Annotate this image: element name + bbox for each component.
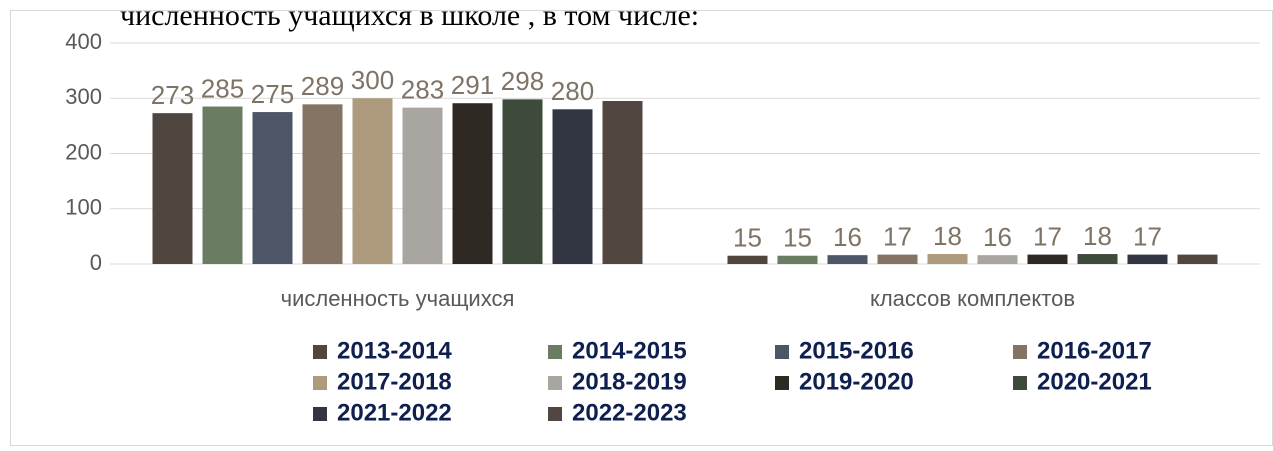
bar [977, 255, 1018, 264]
y-tick-label: 200 [65, 139, 102, 164]
data-label: 298 [501, 66, 544, 96]
data-label: 300 [351, 65, 394, 95]
bar [927, 254, 968, 264]
bar [1027, 254, 1068, 264]
bar [402, 107, 443, 264]
bar [552, 109, 593, 264]
bar [202, 106, 243, 264]
legend-label: 2022-2023 [572, 399, 687, 426]
data-label: 285 [201, 73, 244, 103]
data-label: 283 [401, 75, 444, 105]
bar [727, 255, 768, 264]
data-label: 17 [1133, 221, 1162, 251]
data-label: 273 [151, 80, 194, 110]
y-tick-label: 0 [90, 250, 102, 275]
legend-label: 2013-2014 [337, 337, 452, 364]
legend-label: 2014-2015 [572, 337, 687, 364]
data-label: 16 [983, 222, 1012, 252]
x-tick-label: численность учащихся [281, 286, 515, 311]
legend-label: 2018-2019 [572, 368, 687, 395]
data-label: 289 [301, 71, 344, 101]
bar [827, 255, 868, 264]
y-tick-label: 300 [65, 84, 102, 109]
y-tick-label: 100 [65, 195, 102, 220]
bar [452, 103, 493, 264]
bar [502, 99, 543, 264]
data-label: 16 [833, 222, 862, 252]
legend-swatch [313, 407, 327, 421]
legend-label: 2019-2020 [799, 368, 914, 395]
legend-label: 2016-2017 [1037, 337, 1152, 364]
legend-swatch [1013, 376, 1027, 390]
bar [252, 112, 293, 264]
data-label: 280 [551, 76, 594, 106]
legend-swatch [548, 407, 562, 421]
data-label: 17 [883, 221, 912, 251]
data-label: 17 [1033, 221, 1062, 251]
bar [877, 254, 918, 264]
legend-label: 2015-2016 [799, 337, 914, 364]
legend-label: 2020-2021 [1037, 368, 1152, 395]
data-label: 15 [733, 223, 762, 253]
bar [1177, 254, 1218, 264]
data-label: 291 [451, 70, 494, 100]
legend-swatch [775, 345, 789, 359]
data-label: 18 [933, 221, 962, 251]
bar [1077, 254, 1118, 264]
bar [1127, 254, 1168, 264]
legend-swatch [548, 345, 562, 359]
bar [602, 101, 643, 264]
data-label: 18 [1083, 221, 1112, 251]
heading: численность учащихся в школе , в том чис… [120, 0, 699, 32]
legend-swatch [775, 376, 789, 390]
legend-swatch [1013, 345, 1027, 359]
data-label: 275 [251, 79, 294, 109]
y-tick-label: 400 [65, 29, 102, 54]
legend-swatch [548, 376, 562, 390]
bar [777, 255, 818, 264]
bar [152, 113, 193, 264]
x-tick-label: классов комплектов [870, 286, 1075, 311]
legend-swatch [313, 345, 327, 359]
legend-label: 2017-2018 [337, 368, 452, 395]
data-label: 15 [783, 223, 812, 253]
bar [302, 104, 343, 264]
legend-swatch [313, 376, 327, 390]
legend-label: 2021-2022 [337, 399, 452, 426]
bar [352, 98, 393, 264]
